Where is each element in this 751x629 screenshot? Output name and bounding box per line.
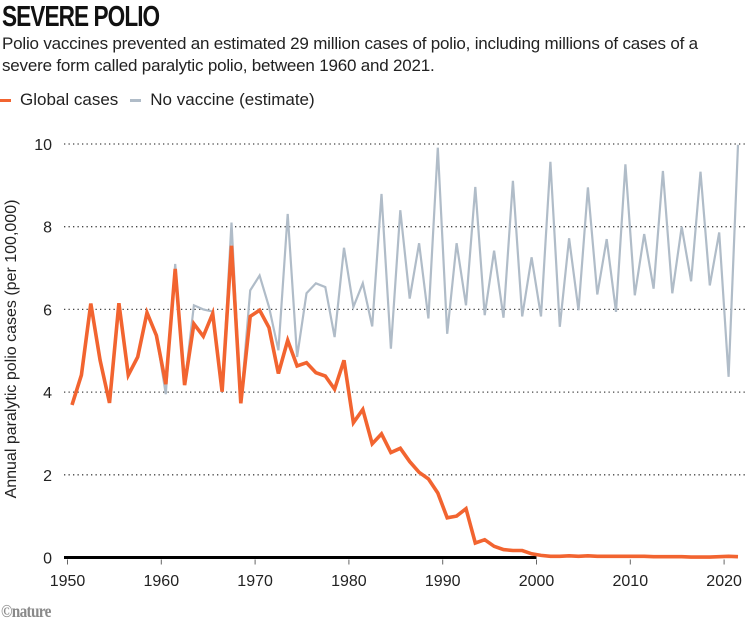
legend-label-global-cases: Global cases bbox=[20, 90, 119, 109]
x-tick-label-2020: 2020 bbox=[706, 573, 742, 590]
chart-subtitle: Polio vaccines prevented an estimated 29… bbox=[2, 34, 698, 75]
y-axis-ticks: 0 2 4 6 8 10 bbox=[34, 137, 52, 568]
x-tick-label-2010: 2010 bbox=[613, 573, 649, 590]
series-line-no-vaccine-estimate bbox=[70, 144, 740, 406]
x-tick-label-1950: 1950 bbox=[50, 573, 86, 590]
y-tick-label-0: 0 bbox=[43, 551, 52, 568]
x-tick-label-1960: 1960 bbox=[144, 573, 180, 590]
x-tick-label-1980: 1980 bbox=[331, 573, 367, 590]
series-line-global-cases bbox=[70, 245, 739, 559]
legend: Global cases No vaccine (estimate) bbox=[0, 90, 327, 110]
x-tick-label-1970: 1970 bbox=[237, 573, 273, 590]
x-axis-ticks: 1950 1960 1970 1980 1990 2000 2010 2020 bbox=[50, 559, 742, 590]
legend-swatch-global-cases bbox=[0, 98, 11, 102]
series-lines bbox=[70, 144, 740, 559]
y-tick-label-8: 8 bbox=[43, 220, 52, 237]
gridlines bbox=[64, 143, 748, 476]
nature-logo: ©nature bbox=[1, 601, 51, 621]
y-tick-label-10: 10 bbox=[34, 137, 52, 154]
x-tick-label-1990: 1990 bbox=[425, 573, 461, 590]
y-tick-label-2: 2 bbox=[43, 468, 52, 485]
legend-swatch-no-vaccine bbox=[130, 98, 142, 102]
y-tick-label-4: 4 bbox=[43, 385, 52, 402]
legend-item-no-vaccine: No vaccine (estimate) bbox=[130, 90, 315, 110]
chart-title: SEVERE POLIO bbox=[2, 1, 160, 33]
x-tick-label-2000: 2000 bbox=[519, 573, 555, 590]
y-tick-label-6: 6 bbox=[43, 302, 52, 319]
legend-label-no-vaccine: No vaccine (estimate) bbox=[150, 90, 315, 109]
legend-item-global-cases: Global cases bbox=[0, 90, 118, 110]
